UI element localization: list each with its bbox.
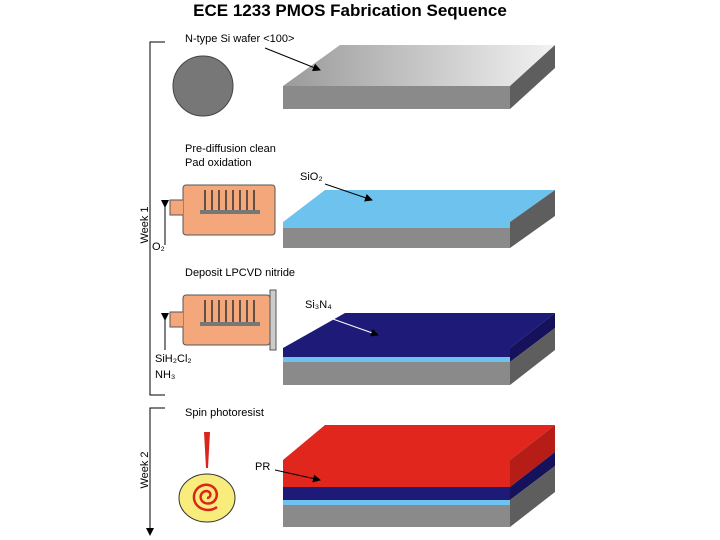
- step-label: Spin photoresist: [185, 407, 264, 419]
- step-label: Deposit LPCVD nitride: [185, 267, 295, 279]
- slab: [283, 190, 555, 248]
- gas-label: NH₃: [155, 369, 175, 381]
- furnace: [161, 289, 277, 351]
- layer-label: Si₃N₄: [305, 299, 332, 311]
- wafer: [172, 55, 234, 117]
- step-label: N-type Si wafer <100>: [185, 33, 294, 45]
- arrow: [264, 47, 321, 72]
- layer-label: PR: [255, 461, 270, 473]
- slab: [283, 313, 555, 385]
- week-bracket: [146, 41, 165, 536]
- slab: [283, 45, 555, 109]
- step-label: Pre-diffusion clean: [185, 143, 276, 155]
- gas-label: SiH₂Cl₂: [155, 353, 192, 365]
- slab: [283, 425, 555, 527]
- title: ECE 1233 PMOS Fabrication Sequence: [193, 1, 507, 20]
- arrow: [329, 317, 379, 337]
- week-label: Week 2: [139, 451, 151, 488]
- layer-label: SiO₂: [300, 171, 323, 183]
- step-label: Pad oxidation: [185, 157, 252, 169]
- gas-label: O₂: [152, 241, 165, 253]
- arrow: [274, 469, 321, 483]
- spinner: [178, 432, 236, 523]
- arrow: [324, 183, 373, 202]
- furnace: [161, 184, 276, 245]
- week-label: Week 1: [139, 206, 151, 243]
